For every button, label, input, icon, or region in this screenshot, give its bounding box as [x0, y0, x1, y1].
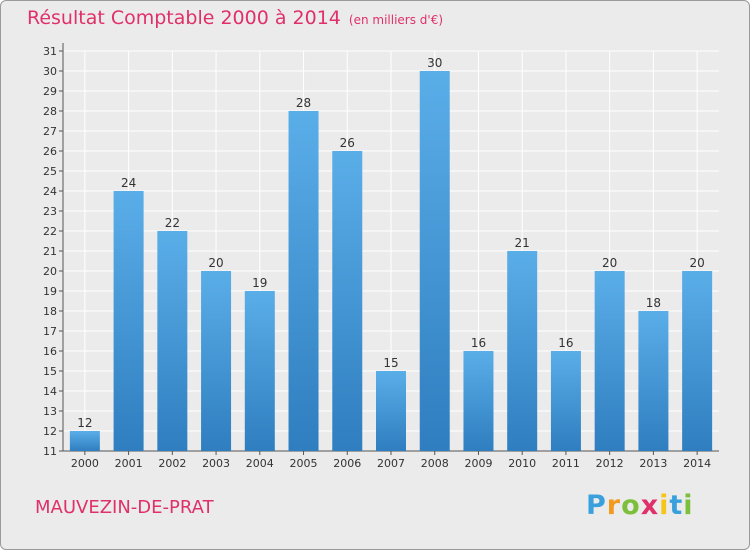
y-tick-label: 22 — [43, 225, 57, 238]
data-label: 16 — [471, 336, 486, 350]
x-tick-label: 2012 — [596, 457, 624, 470]
y-tick-label: 31 — [43, 45, 57, 58]
x-tick-label: 2010 — [508, 457, 536, 470]
data-label: 28 — [296, 96, 311, 110]
data-label: 22 — [165, 216, 180, 230]
data-label: 18 — [646, 296, 661, 310]
y-tick-label: 20 — [43, 265, 57, 278]
logo-letter: t — [669, 490, 684, 521]
logo-letter: P — [586, 490, 607, 521]
logo-letter: r — [606, 490, 622, 521]
y-tick-label: 19 — [43, 285, 57, 298]
y-tick-label: 16 — [43, 345, 57, 358]
data-label: 15 — [383, 356, 398, 370]
y-tick-label: 27 — [43, 125, 57, 138]
data-label: 26 — [340, 136, 355, 150]
data-label: 20 — [602, 256, 617, 270]
bar-2008 — [419, 71, 450, 451]
axes: 11 12 13 14 15 16 17 18 19 20 21 22 23 24 25 26 27 28 29 30… — [43, 43, 719, 458]
x-tick-label: 2007 — [377, 457, 405, 470]
bar-2009 — [463, 351, 494, 451]
bar-2001 — [113, 191, 144, 451]
logo-letter: i — [659, 490, 670, 521]
y-tick-label: 12 — [43, 425, 57, 438]
bars — [69, 71, 713, 451]
bar-2013 — [638, 311, 669, 451]
data-label: 21 — [515, 236, 530, 250]
chart-title: Résultat Comptable 2000 à 2014 (en millie… — [27, 7, 443, 29]
labels: 2000 12 2001 24 2002 22 2003 20 2004 19 2005 28 2006… — [71, 56, 711, 470]
x-tick-label: 2003 — [202, 457, 230, 470]
logo-letter: x — [640, 490, 660, 521]
x-tick-label: 2009 — [464, 457, 492, 470]
x-tick-label: 2014 — [683, 457, 711, 470]
commune-name: MAUVEZIN-DE-PRAT — [35, 497, 214, 518]
data-label: 24 — [121, 176, 136, 190]
x-tick-label: 2008 — [421, 457, 449, 470]
proxiti-logo[interactable]: Proxiti — [586, 490, 694, 521]
bar-2005 — [288, 111, 319, 451]
x-tick-label: 2001 — [115, 457, 143, 470]
bar-2012 — [594, 271, 625, 451]
data-label: 20 — [689, 256, 704, 270]
bar-2000 — [69, 431, 100, 451]
data-label: 16 — [558, 336, 573, 350]
y-tick-label: 30 — [43, 65, 57, 78]
y-tick-label: 14 — [43, 385, 57, 398]
bar-2007 — [376, 371, 406, 451]
y-tick-label: 15 — [43, 365, 57, 378]
y-tick-label: 25 — [43, 165, 57, 178]
logo-letter: i — [683, 490, 694, 521]
logo-letter: o — [621, 490, 641, 521]
bar-2014 — [682, 271, 713, 451]
y-tick-label: 29 — [43, 85, 57, 98]
y-tick-label: 26 — [43, 145, 57, 158]
y-tick-label: 23 — [43, 205, 57, 218]
data-label: 30 — [427, 56, 442, 70]
x-tick-label: 2004 — [246, 457, 274, 470]
data-label: 20 — [208, 256, 223, 270]
bar-2003 — [201, 271, 232, 451]
y-tick-label: 21 — [43, 245, 57, 258]
x-tick-label: 2013 — [639, 457, 667, 470]
bar-2006 — [332, 151, 363, 451]
y-tick-label: 18 — [43, 305, 57, 318]
bar-2004 — [244, 291, 275, 451]
x-tick-label: 2002 — [158, 457, 186, 470]
y-tick-label: 13 — [43, 405, 57, 418]
y-tick-label: 11 — [43, 445, 57, 458]
x-tick-label: 2000 — [71, 457, 99, 470]
chart-title-text: Résultat Comptable 2000 à 2014 — [27, 7, 341, 29]
chart-subtitle: (en milliers d'€) — [348, 13, 444, 27]
x-tick-label: 2006 — [333, 457, 361, 470]
bar-2010 — [507, 251, 538, 451]
data-label: 12 — [77, 416, 92, 430]
x-tick-label: 2005 — [290, 457, 318, 470]
y-tick-label: 24 — [43, 185, 57, 198]
bar-2011 — [550, 351, 581, 451]
y-tick-label: 17 — [43, 325, 57, 338]
y-tick-label: 28 — [43, 105, 57, 118]
bar-2002 — [157, 231, 188, 451]
data-label: 19 — [252, 276, 267, 290]
x-tick-label: 2011 — [552, 457, 580, 470]
